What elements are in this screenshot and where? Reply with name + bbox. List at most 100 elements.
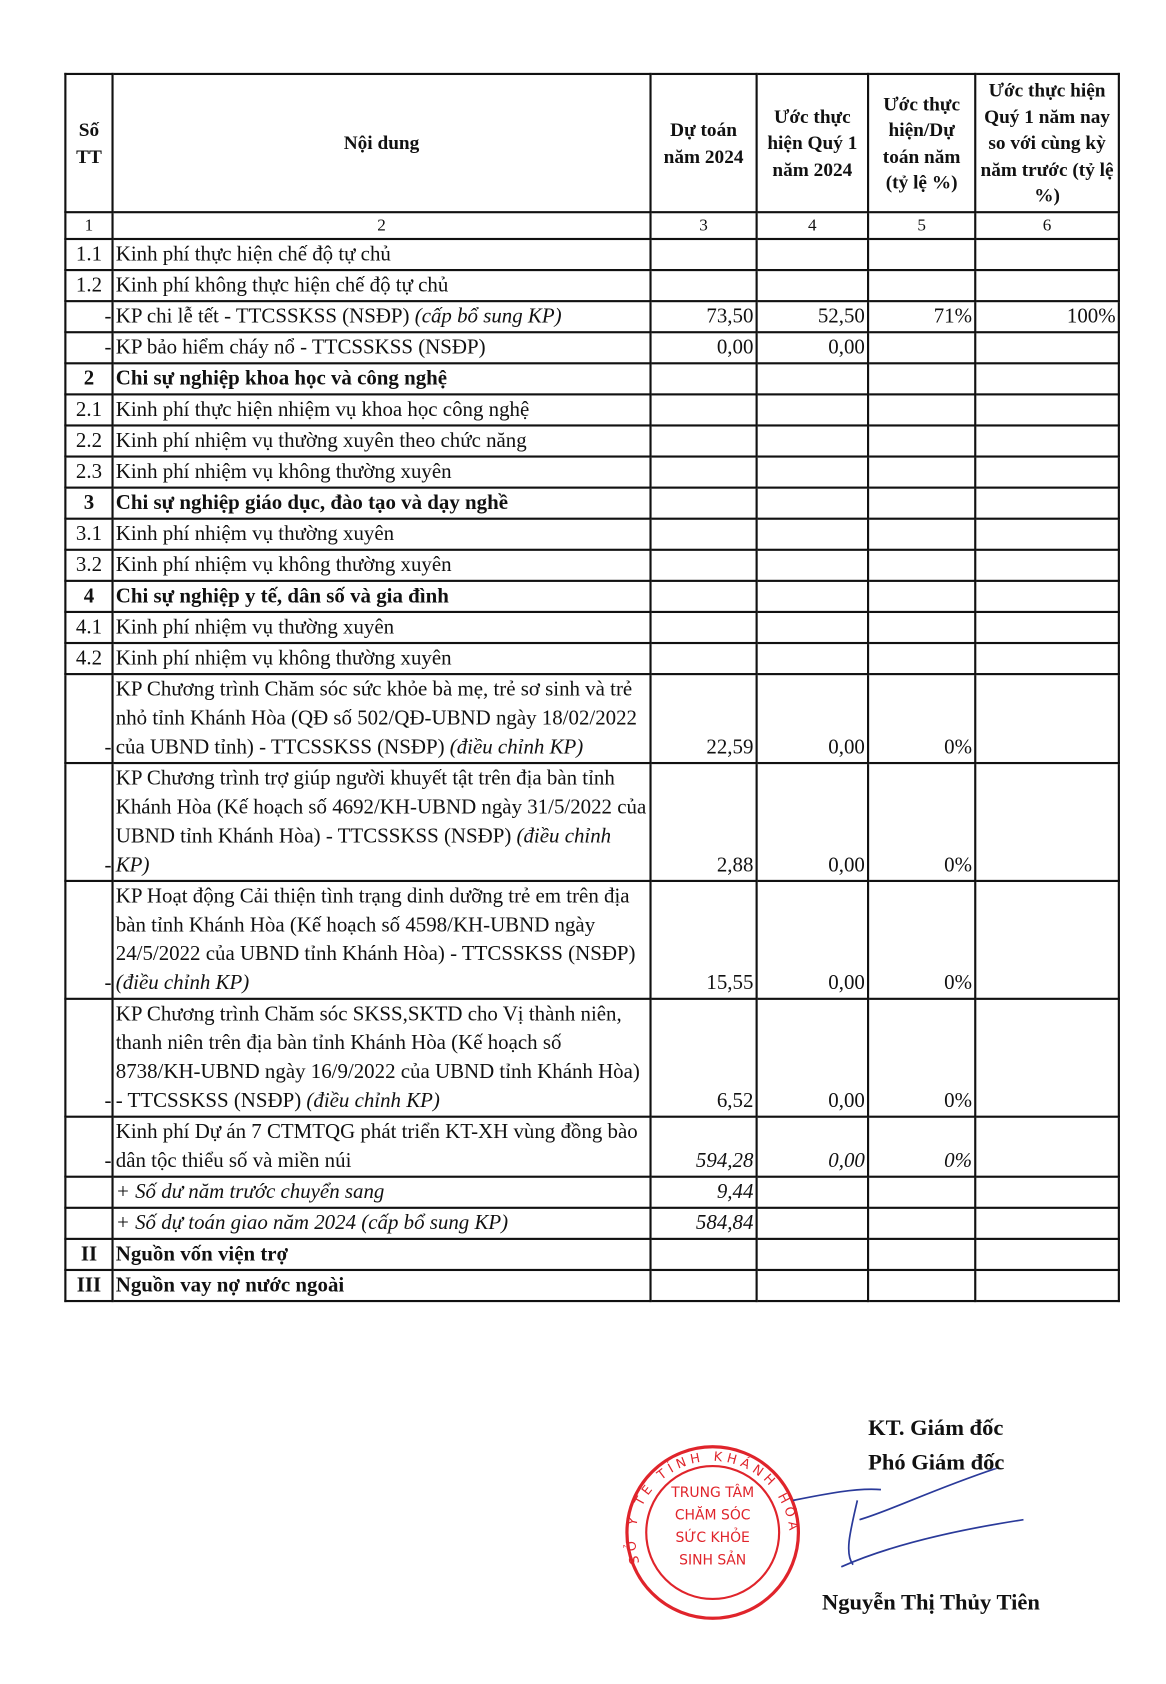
value-c4: 0,00 <box>755 761 870 883</box>
row-content: Kinh phí Dự án 7 CTMTQG phát triển KT-XH… <box>111 1115 652 1178</box>
value-c3: 73,50 <box>649 300 758 334</box>
table-row: II Nguồn vốn viện trợ <box>64 1237 1120 1272</box>
value-c4 <box>755 610 870 645</box>
value-c3 <box>649 579 758 614</box>
row-content: Kinh phí không thực hiện chế độ tự chủ <box>111 268 652 303</box>
value-c3: 6,52 <box>649 997 758 1118</box>
value-c4 <box>755 268 870 303</box>
row-content: Chi sự nghiệp giáo dục, đào tạo và dạy n… <box>111 486 652 520</box>
row-number: 4 <box>64 579 114 614</box>
value-c6 <box>974 486 1120 520</box>
row-content-text: KP chi lễ tết - TTCSSKSS (NSĐP) <box>115 305 415 328</box>
row-number <box>64 1175 114 1209</box>
value-c3 <box>649 548 758 582</box>
row-content: Chi sự nghiệp y tế, dân số và gia đình <box>111 579 652 614</box>
row-number: II <box>64 1237 114 1272</box>
row-content: Kinh phí thực hiện chế độ tự chủ <box>111 237 652 272</box>
row-number: 3.2 <box>64 548 114 582</box>
value-c5 <box>867 610 977 645</box>
column-number-row: 1 2 3 4 5 6 <box>64 211 1120 241</box>
value-c4 <box>755 362 870 396</box>
table-row: 2.3 Kinh phí nhiệm vụ không thường xuyên <box>64 455 1120 489</box>
table-row: 2.1 Kinh phí thực hiện nhiệm vụ khoa học … <box>64 393 1120 427</box>
value-c5 <box>867 579 977 614</box>
value-c6 <box>974 1206 1120 1240</box>
table-row: 4 Chi sự nghiệp y tế, dân số và gia đình <box>64 579 1120 614</box>
value-c6 <box>974 362 1120 396</box>
row-number: 2 <box>64 362 114 396</box>
value-c3 <box>649 362 758 396</box>
value-c4: 0,00 <box>755 997 870 1118</box>
official-stamp: SỞ Y TẾ TỈNH KHÁNH HÒA TRUNG TÂM CHĂM SÓ… <box>622 1445 801 1620</box>
row-content: Nguồn vay nợ nước ngoài <box>111 1268 652 1303</box>
row-content-text: Chi sự nghiệp giáo dục, đào tạo và dạy n… <box>115 491 509 515</box>
row-content-text: Chi sự nghiệp y tế, dân số và gia đình <box>115 585 449 608</box>
table-row: - KP Chương trình Chăm sóc SKSS,SKTD cho … <box>64 997 1120 1118</box>
row-content-text: Kinh phí thực hiện nhiệm vụ khoa học côn… <box>115 398 530 422</box>
header-budget: Dự toán năm 2024 <box>649 72 758 214</box>
value-c5 <box>867 1206 977 1240</box>
row-content: + Số dư năm trước chuyển sang <box>111 1175 652 1209</box>
value-c3 <box>649 1268 758 1303</box>
row-content-note: (điều chỉnh KP) <box>115 825 612 877</box>
value-c6 <box>974 1175 1120 1209</box>
signer-name: Nguyễn Thị Thủy Tiên <box>821 1589 1040 1616</box>
value-c6 <box>974 268 1120 303</box>
row-content-note: (điều chỉnh KP) <box>115 972 250 995</box>
row-content-text: KP bảo hiểm cháy nổ - TTCSSKSS (NSĐP) <box>115 336 486 360</box>
value-c5 <box>867 1237 977 1272</box>
value-c3 <box>649 486 758 520</box>
header-content: Nội dung <box>111 72 652 214</box>
row-content-note: (điều chỉnh KP) <box>306 1089 440 1113</box>
row-content-text: KP Hoạt động Cải thiện tình trạng dinh d… <box>115 885 636 966</box>
value-c4 <box>755 1206 870 1240</box>
table-row: 1.2 Kinh phí không thực hiện chế độ tự ch… <box>64 268 1120 303</box>
value-c5: 71% <box>867 300 977 334</box>
value-c5 <box>867 1268 977 1303</box>
row-content-text: Kinh phí nhiệm vụ không thường xuyên <box>115 647 452 670</box>
value-c3: 584,84 <box>649 1206 758 1240</box>
table-row: - KP bảo hiểm cháy nổ - TTCSSKSS (NSĐP) 0,… <box>64 331 1120 365</box>
signature-position: Phó Giám đốc <box>868 1448 1005 1475</box>
row-content: Chi sự nghiệp khoa học và công nghệ <box>111 362 652 396</box>
row-number: 3.1 <box>64 517 114 551</box>
value-c3: 22,59 <box>649 673 758 765</box>
stamp-inner-line: CHĂM SÓC <box>675 1506 751 1524</box>
value-c4: 0,00 <box>755 879 870 1000</box>
value-c3 <box>649 237 758 272</box>
row-number: 2.3 <box>64 455 114 489</box>
column-number: 6 <box>974 211 1120 241</box>
table-row: 2.2 Kinh phí nhiệm vụ thường xuyên theo c… <box>64 424 1120 458</box>
row-content: KP Hoạt động Cải thiện tình trạng dinh d… <box>111 879 652 1000</box>
value-c5 <box>867 455 977 489</box>
table-row: 4.2 Kinh phí nhiệm vụ không thường xuyên <box>64 641 1120 676</box>
row-content: + Số dự toán giao năm 2024 (cấp bổ sung … <box>111 1206 652 1240</box>
value-c4: 0,00 <box>755 1115 870 1178</box>
row-number: - <box>64 1115 114 1178</box>
value-c5: 0% <box>867 997 977 1118</box>
table-row: - Kinh phí Dự án 7 CTMTQG phát triển KT-X… <box>64 1115 1120 1178</box>
stamp-inner-line: SINH SẢN <box>679 1551 746 1569</box>
row-content-text: Kinh phí nhiệm vụ thường xuyên theo chức… <box>115 429 527 453</box>
value-c3 <box>649 393 758 427</box>
value-c4: 0,00 <box>755 331 870 365</box>
table-row: + Số dư năm trước chuyển sang 9,44 <box>64 1175 1120 1209</box>
value-c3: 2,88 <box>649 761 758 883</box>
value-c5 <box>867 1175 977 1209</box>
value-c5 <box>867 393 977 427</box>
value-c4 <box>755 237 870 272</box>
stamp-inner-line: SỨC KHỎE <box>676 1527 750 1546</box>
value-c6 <box>974 610 1120 645</box>
row-content-note: (cấp bổ sung KP) <box>414 305 562 328</box>
table-row: + Số dự toán giao năm 2024 (cấp bổ sung … <box>64 1206 1120 1240</box>
row-number: - <box>64 879 114 1000</box>
header-row: Số TT Nội dung Dự toán năm 2024 Ước thực… <box>64 72 1120 214</box>
value-c4 <box>755 1237 870 1272</box>
table-row: 3 Chi sự nghiệp giáo dục, đào tạo và dạy … <box>64 486 1120 520</box>
column-number: 1 <box>64 211 114 241</box>
value-c4 <box>755 1175 870 1209</box>
value-c6 <box>974 1237 1120 1272</box>
row-content: Kinh phí nhiệm vụ thường xuyên <box>111 610 652 645</box>
value-c5 <box>867 641 977 676</box>
